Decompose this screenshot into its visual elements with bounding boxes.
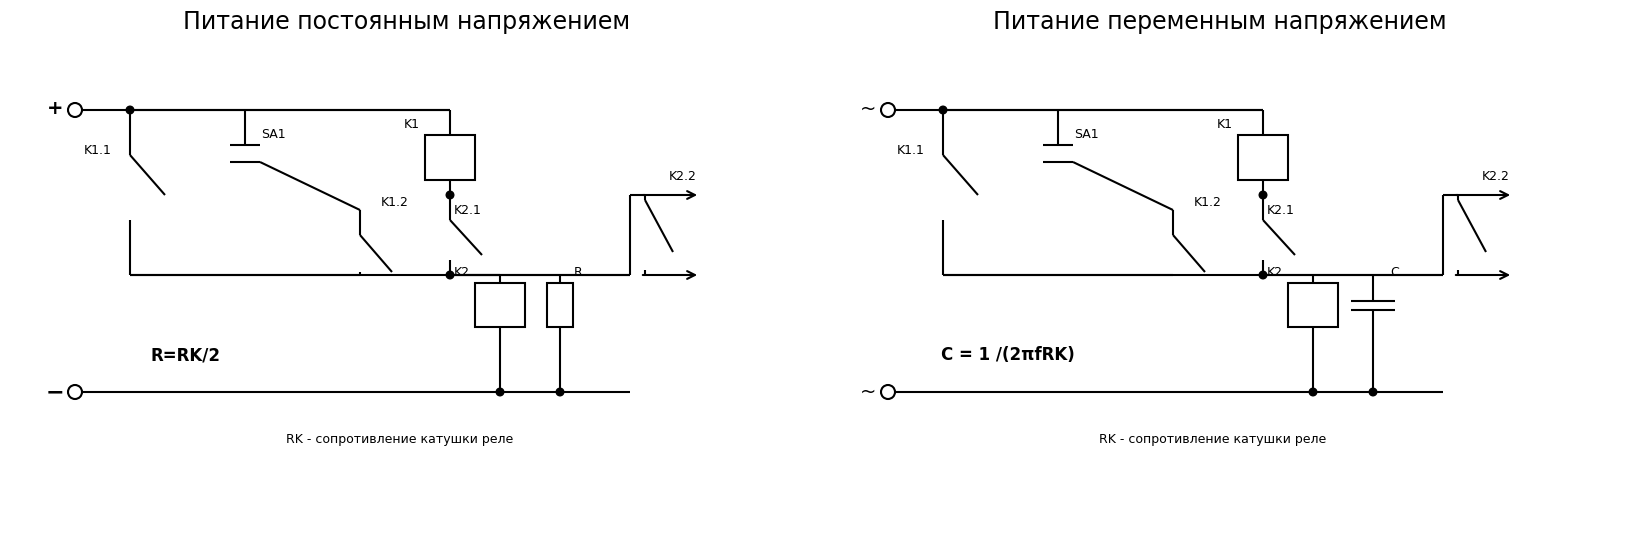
Text: K1.2: K1.2 bbox=[1193, 195, 1221, 208]
Text: ~: ~ bbox=[860, 99, 876, 118]
Circle shape bbox=[68, 385, 81, 399]
Text: R: R bbox=[574, 267, 582, 280]
Circle shape bbox=[556, 388, 564, 396]
Bar bbox=[475, 283, 525, 327]
Circle shape bbox=[496, 388, 504, 396]
Text: C = 1 /(2πfRK): C = 1 /(2πfRK) bbox=[941, 346, 1075, 364]
Text: R=RK/2: R=RK/2 bbox=[150, 346, 220, 364]
Text: −: − bbox=[46, 382, 65, 402]
Circle shape bbox=[1259, 191, 1267, 199]
Text: K1.2: K1.2 bbox=[380, 195, 408, 208]
Text: RK - сопротивление катушки реле: RK - сопротивление катушки реле bbox=[1099, 434, 1327, 447]
Text: SA1: SA1 bbox=[260, 129, 285, 141]
Circle shape bbox=[881, 385, 894, 399]
Bar bbox=[424, 135, 475, 180]
Text: SA1: SA1 bbox=[1073, 129, 1098, 141]
Text: K2: K2 bbox=[454, 267, 470, 280]
Text: +: + bbox=[47, 99, 63, 118]
Text: C: C bbox=[1390, 267, 1400, 280]
Text: K1: K1 bbox=[1216, 118, 1233, 132]
Text: RK - сопротивление катушки реле: RK - сопротивление катушки реле bbox=[286, 434, 514, 447]
Text: K2.2: K2.2 bbox=[1481, 171, 1511, 184]
Text: K1.1: K1.1 bbox=[898, 144, 925, 157]
Bar bbox=[546, 283, 572, 327]
Circle shape bbox=[1259, 271, 1267, 279]
Text: Питание постоянным напряжением: Питание постоянным напряжением bbox=[184, 10, 629, 34]
Circle shape bbox=[68, 103, 81, 117]
Circle shape bbox=[127, 106, 133, 114]
Bar bbox=[1288, 283, 1338, 327]
Circle shape bbox=[940, 106, 946, 114]
Text: K1.1: K1.1 bbox=[85, 144, 112, 157]
Text: K2: K2 bbox=[1267, 267, 1283, 280]
Bar bbox=[1237, 135, 1288, 180]
Circle shape bbox=[446, 271, 454, 279]
Text: K1: K1 bbox=[403, 118, 420, 132]
Text: K2.2: K2.2 bbox=[668, 171, 698, 184]
Circle shape bbox=[446, 191, 454, 199]
Circle shape bbox=[881, 103, 894, 117]
Text: ~: ~ bbox=[860, 382, 876, 402]
Circle shape bbox=[1309, 388, 1317, 396]
Text: K2.1: K2.1 bbox=[454, 204, 481, 217]
Circle shape bbox=[1369, 388, 1377, 396]
Text: Питание переменным напряжением: Питание переменным напряжением bbox=[993, 10, 1446, 34]
Text: K2.1: K2.1 bbox=[1267, 204, 1294, 217]
